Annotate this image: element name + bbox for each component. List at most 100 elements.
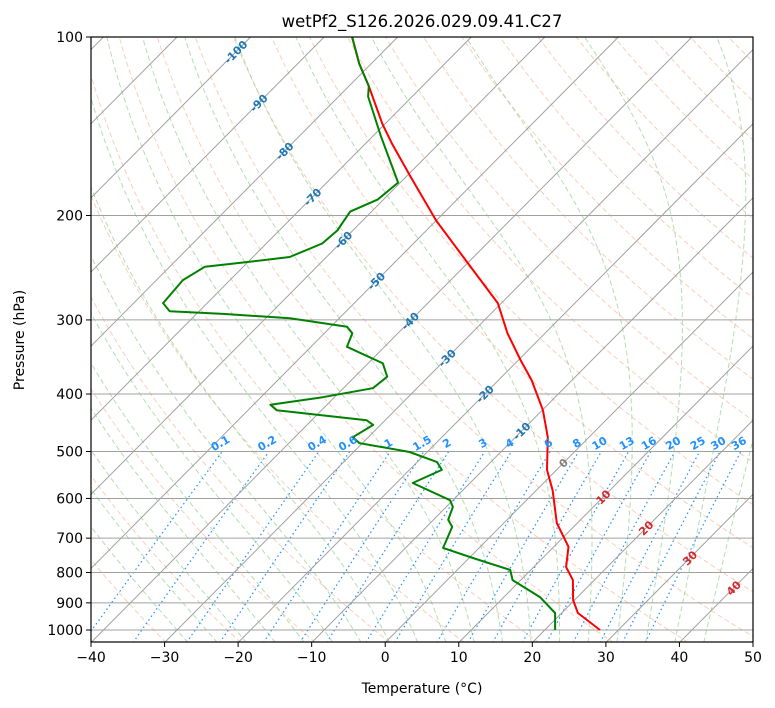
dry-adiabat-line — [232, 37, 753, 593]
dry-adiabat-line — [91, 474, 241, 642]
moist-adiabat-line — [370, 37, 593, 642]
moist-adiabat-line — [91, 488, 218, 642]
y-axis-label: Pressure (hPa) — [12, 290, 28, 390]
mixing-ratio-line — [91, 451, 223, 633]
isotherm-line — [91, 37, 472, 421]
y-tick-label: 200 — [56, 209, 83, 225]
x-tick-label: 10 — [450, 650, 468, 666]
y-tick-label: 900 — [56, 596, 83, 612]
dry-adiabat-line — [461, 37, 753, 340]
mixing-ratio-line — [622, 451, 721, 642]
mixing-ratio-label: 20 — [663, 434, 683, 453]
isotherm-line — [91, 37, 619, 570]
mixing-ratio-line — [186, 451, 320, 642]
isotherm-line — [237, 122, 753, 642]
x-tick-label: 0 — [381, 650, 390, 666]
isotherm-line — [752, 641, 753, 642]
moist-adiabat-line — [91, 312, 333, 642]
moist-adiabat-line — [91, 362, 305, 642]
dry-adiabat-line — [156, 37, 689, 642]
isotherm-line — [91, 37, 325, 273]
dry-adiabat-line — [347, 37, 753, 463]
dry-adiabat-line — [766, 37, 775, 643]
dry-adiabat-line — [118, 37, 614, 642]
y-tick-label: 700 — [56, 531, 83, 547]
isotherm-line — [91, 37, 251, 199]
y-axis: 100 200 300 400 500 600 700 800 900 1000 — [47, 30, 91, 639]
isotherm-line — [532, 419, 753, 642]
y-tick-label: 500 — [56, 444, 83, 460]
y-tick-label: 800 — [56, 566, 83, 582]
mixing-ratio-label: 2 — [440, 436, 453, 451]
mixing-ratio-label: 0.2 — [256, 433, 279, 454]
temperature-trace — [351, 37, 601, 631]
dry-adiabat-line — [309, 37, 753, 506]
mixing-ratio-line — [132, 451, 270, 642]
x-tick-label: 50 — [744, 650, 762, 666]
isotherm-line — [91, 37, 693, 642]
moist-adiabat-line — [184, 37, 504, 642]
mixing-ratio-line — [263, 451, 391, 642]
mixing-ratio-line — [326, 451, 450, 642]
isotherm-line — [458, 345, 753, 642]
y-tick-label: 600 — [56, 491, 83, 507]
dry-adiabat-line — [727, 37, 753, 63]
x-tick-label: −10 — [297, 650, 327, 666]
isotherm-line — [311, 197, 753, 642]
moist-adiabat-line — [584, 37, 683, 642]
x-tick-label: −30 — [150, 650, 180, 666]
moist-adiabat-line — [91, 96, 419, 642]
mixing-ratio-line — [467, 451, 580, 642]
dry-adiabat-line — [91, 73, 540, 642]
mixing-ratio-label: 1.5 — [410, 433, 433, 454]
mixing-ratio-line — [436, 451, 551, 642]
moist-adiabat-line — [91, 185, 390, 642]
plot-frame — [90, 36, 754, 643]
y-tick-label: 100 — [56, 30, 83, 46]
moist-adiabat-line — [91, 407, 276, 642]
mixing-ratio-line — [219, 451, 351, 642]
mixing-ratio-label: 30 — [708, 434, 728, 453]
isotherm-line — [605, 493, 753, 642]
dewpoint-trace — [162, 37, 557, 630]
mixing-ratio-label: 25 — [688, 434, 708, 453]
x-axis: −40 −30 −20 −10 0 10 20 30 40 50 — [76, 642, 762, 666]
y-tick-label: 1000 — [47, 623, 83, 639]
dry-adiabat-line — [270, 37, 753, 549]
dry-adiabat-line — [91, 295, 391, 642]
y-tick-label: 300 — [56, 313, 83, 329]
background-lines — [91, 37, 775, 643]
isotherm-line — [91, 37, 546, 496]
mixing-ratio-line — [572, 451, 676, 642]
mixing-ratio-line — [546, 451, 652, 642]
x-tick-label: 30 — [597, 650, 615, 666]
moist-adiabat-line — [106, 37, 447, 642]
dry-adiabat-line — [91, 558, 167, 642]
dry-adiabat-line — [385, 37, 753, 422]
dry-adiabat-line — [91, 194, 465, 642]
mixing-ratio-label: 36 — [729, 434, 749, 453]
mixing-ratio-label: 0.1 — [209, 433, 232, 454]
dry-adiabat-line — [651, 37, 753, 141]
mixing-ratio-label: 16 — [639, 434, 659, 453]
x-tick-label: 40 — [671, 650, 689, 666]
mixing-ratio-label: 13 — [617, 434, 637, 453]
mixing-ratio-label: 8 — [570, 436, 583, 451]
isotherm-line — [385, 271, 753, 642]
dry-adiabat-line — [423, 37, 753, 380]
moist-adiabat-line — [91, 449, 247, 642]
x-axis-label: Temperature (°C) — [361, 681, 483, 697]
mixing-ratio-line — [522, 451, 630, 642]
x-tick-label: 20 — [523, 650, 541, 666]
isotherm-label: -100 — [222, 38, 251, 67]
sounding-traces — [162, 37, 601, 631]
mixing-ratio-line — [299, 451, 425, 642]
isotherm-line — [164, 48, 753, 642]
x-tick-label: −20 — [223, 650, 253, 666]
chart-title: wetPf2_S126.2026.029.09.41.C27 — [282, 12, 563, 32]
moist-adiabat-line — [674, 37, 747, 642]
moist-adiabat-line — [142, 37, 475, 642]
dry-adiabat-line — [613, 37, 753, 180]
y-tick-label: 400 — [56, 387, 83, 403]
